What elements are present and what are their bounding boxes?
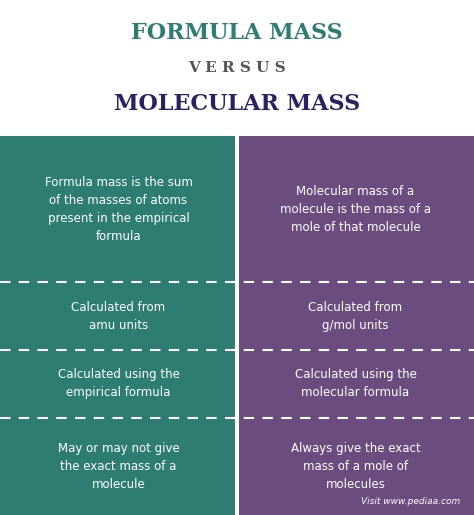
Bar xyxy=(0,136,235,282)
Text: Calculated using the
molecular formula: Calculated using the molecular formula xyxy=(294,368,417,400)
Bar xyxy=(0,282,235,350)
Bar xyxy=(0,418,235,515)
Bar xyxy=(239,282,474,350)
Text: FORMULA MASS: FORMULA MASS xyxy=(131,23,343,44)
Text: V E R S U S: V E R S U S xyxy=(188,61,286,75)
Text: Molecular mass of a
molecule is the mass of a
mole of that molecule: Molecular mass of a molecule is the mass… xyxy=(280,185,431,234)
Bar xyxy=(239,418,474,515)
Text: Visit www.pediaa.com: Visit www.pediaa.com xyxy=(361,497,460,506)
Text: May or may not give
the exact mass of a
molecule: May or may not give the exact mass of a … xyxy=(58,442,179,491)
Bar xyxy=(239,136,474,282)
Bar xyxy=(239,350,474,418)
Text: MOLECULAR MASS: MOLECULAR MASS xyxy=(114,93,360,115)
Text: Calculated using the
empirical formula: Calculated using the empirical formula xyxy=(57,368,180,400)
Text: Calculated from
amu units: Calculated from amu units xyxy=(72,301,165,332)
Text: Formula mass is the sum
of the masses of atoms
present in the empirical
formula: Formula mass is the sum of the masses of… xyxy=(45,176,192,243)
Text: Calculated from
g/mol units: Calculated from g/mol units xyxy=(309,301,402,332)
Bar xyxy=(0,350,235,418)
Text: Always give the exact
mass of a mole of
molecules: Always give the exact mass of a mole of … xyxy=(291,442,420,491)
